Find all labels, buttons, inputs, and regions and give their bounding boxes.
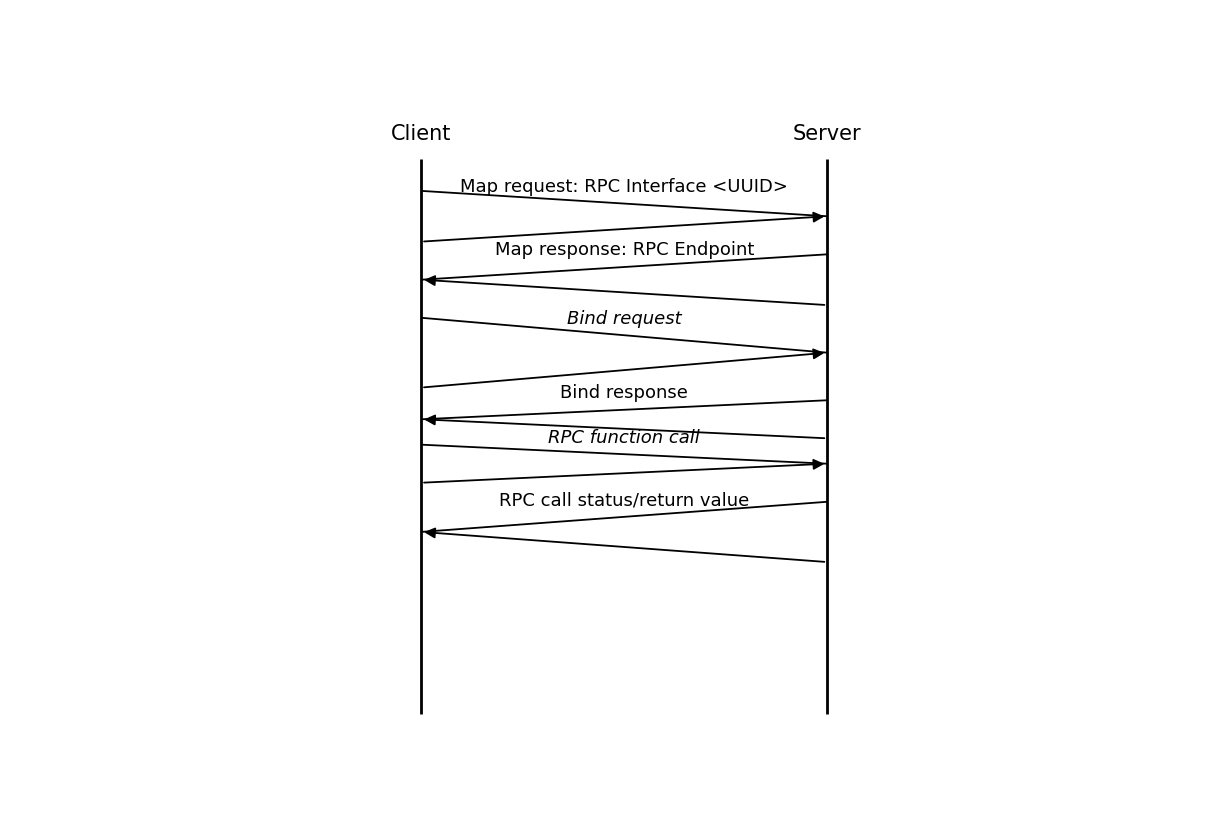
Text: Client: Client — [391, 124, 452, 143]
Text: Server: Server — [793, 124, 861, 143]
Text: Map response: RPC Endpoint: Map response: RPC Endpoint — [495, 241, 754, 260]
Text: RPC function call: RPC function call — [548, 428, 700, 447]
Text: Bind response: Bind response — [560, 384, 688, 402]
Text: Map request: RPC Interface <UUID>: Map request: RPC Interface <UUID> — [460, 178, 788, 196]
Text: Bind request: Bind request — [566, 310, 682, 328]
Text: RPC call status/return value: RPC call status/return value — [499, 491, 749, 509]
